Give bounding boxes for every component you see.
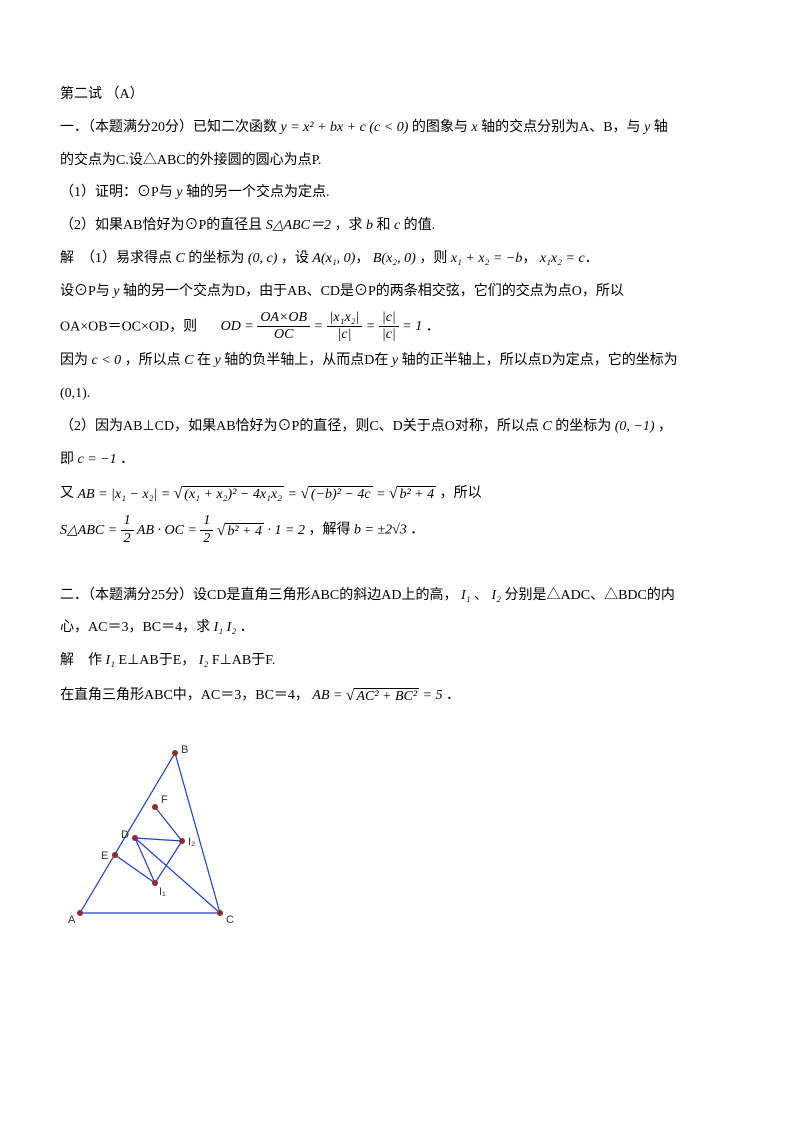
q2-line2: 心，AC＝3，BC＝4，求 I₁ I₂ ． <box>60 613 740 644</box>
svg-text:D: D <box>121 829 129 841</box>
q1-od-formula: OA×OB＝OC×OD，则 OD = OA×OB OC = |x₁x₂| |c|… <box>60 310 740 345</box>
q2-line1: 二．（本题满分25分）设CD是直角三角形ABC的斜边AD上的高， I₁ 、 I₂… <box>60 581 740 612</box>
section-header: 第二试 （A） <box>60 80 740 111</box>
q1-p2-line1: （2）因为AB⊥CD，如果AB恰好为⊙P的直径，则C、D关于点O对称，所以点 C… <box>60 412 740 443</box>
svg-text:B: B <box>181 744 188 756</box>
coord-01: (0,1). <box>60 379 740 410</box>
svg-text:E: E <box>101 850 108 862</box>
q1-eq1: y = x² + bx + c (c < 0) <box>281 120 409 135</box>
q2-line3: 在直角三角形ABC中，AC＝3，BC＝4， AB = √AC² + BC² = … <box>60 679 740 713</box>
frac2: |x₁x₂| |c| <box>327 310 363 345</box>
var-x: x <box>471 120 477 135</box>
q1-ab-formula: 又 AB = |x₁ − x₂| = √(x₁ + x₂)² − 4x₁x₂ =… <box>60 477 740 511</box>
q1-part2: （2）如果AB恰好为⊙P的直径且 S△ABC＝2 ，求 b 和 c 的值. <box>60 211 740 242</box>
svg-text:I₂: I₂ <box>188 836 195 848</box>
var-y: y <box>644 120 650 135</box>
q1-intro-c: 轴的交点分别为A、B，与 <box>481 120 640 135</box>
q1-because: 因为 c < 0 ，所以点 C 在 y 轴的负半轴上，从而点D在 y 轴的正半轴… <box>60 346 740 377</box>
q1-sol-line1: 解 （1）易求得点 C 的坐标为 (0, c) ，设 A(x₁, 0)， B(x… <box>60 244 740 275</box>
q2-sol: 解 作 I₁ E⊥AB于E， I₂ F⊥AB于F. <box>60 646 740 677</box>
q1-part1: （1）证明：⊙P与 y 轴的另一个交点为定点. <box>60 178 740 209</box>
q1-ie: 即 c = −1 ． <box>60 445 740 476</box>
svg-text:C: C <box>226 914 234 926</box>
q1-s-formula: S△ABC = 12 AB · OC = 12 √b² + 4 · 1 = 2 … <box>60 513 740 548</box>
q1-intro-a: 一．（本题满分20分）已知二次函数 <box>60 120 277 135</box>
svg-text:I₁: I₁ <box>159 886 166 898</box>
frac1: OA×OB OC <box>257 310 310 345</box>
q1-line1: 一．（本题满分20分）已知二次函数 y = x² + bx + c (c < 0… <box>60 113 740 144</box>
q1-line2: 的交点为C.设△ABC的外接圆的圆心为点P. <box>60 146 740 177</box>
q1-sol-line2: 设⊙P与 y 轴的另一个交点为D，由于AB、CD是⊙P的两条相交弦，它们的交点为… <box>60 277 740 308</box>
q1-intro-b: 的图象与 <box>412 120 468 135</box>
triangle-diagram: A B C D E F I₁ I₂ <box>60 733 740 946</box>
frac3: |c| |c| <box>379 310 399 345</box>
svg-text:A: A <box>68 914 76 926</box>
q1-intro-d: 轴 <box>654 120 668 135</box>
svg-text:F: F <box>161 794 168 806</box>
